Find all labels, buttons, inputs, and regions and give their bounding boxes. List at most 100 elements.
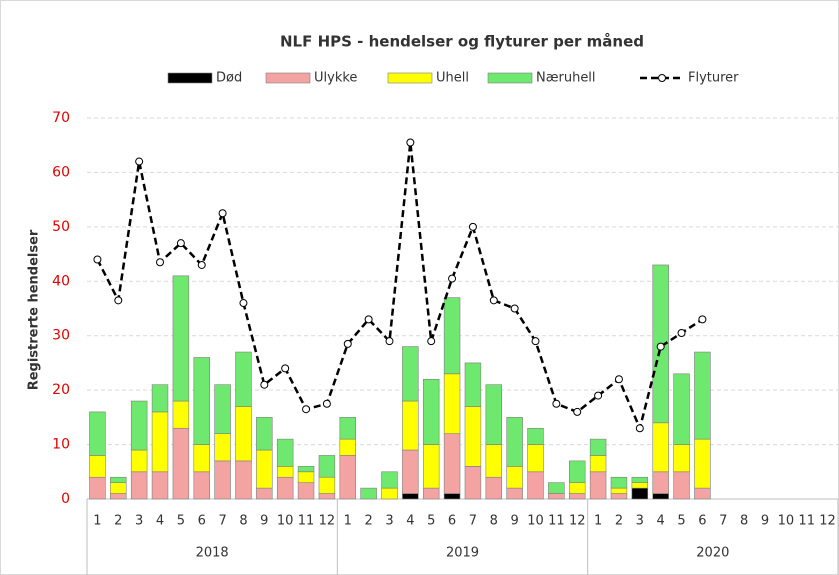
x-tick-label: 3: [385, 514, 393, 529]
bar-segment: [214, 384, 231, 434]
bar-segment: [569, 493, 586, 500]
bar-segment: [276, 466, 294, 478]
bar-segment: [318, 455, 336, 478]
bar-segment: [631, 482, 649, 489]
bar-segment: [694, 487, 711, 500]
y-tick-label: 60: [52, 164, 70, 180]
x-tick-label: 8: [490, 514, 498, 529]
bar-segment: [589, 438, 607, 456]
line-marker: [322, 399, 331, 408]
legend-marker: [658, 74, 666, 82]
x-tick-label: 12: [319, 514, 336, 529]
bar-segment: [464, 406, 482, 467]
bar-segment: [276, 476, 294, 500]
bar-segment: [694, 351, 711, 440]
x-tick-label: 6: [698, 514, 706, 529]
line-marker: [448, 274, 457, 283]
group-label: 2018: [196, 546, 229, 561]
bar-segment: [318, 476, 336, 494]
line-marker: [218, 209, 227, 218]
bar-segment: [402, 449, 419, 494]
bar-segment: [652, 471, 669, 494]
bar-segment: [89, 411, 106, 456]
bar-segment: [443, 297, 461, 375]
bar-segment: [673, 373, 690, 445]
y-tick-label: 50: [52, 219, 70, 235]
bar-segment: [130, 449, 148, 473]
bar-segment: [443, 433, 461, 494]
bar-segment: [151, 384, 169, 413]
bar-segment: [548, 482, 565, 494]
x-tick-label: 2: [615, 514, 623, 529]
bar-segment: [422, 444, 440, 489]
bar-segment: [506, 466, 523, 489]
y-tick-label: 10: [52, 437, 70, 453]
bar-segment: [151, 471, 169, 500]
x-tick-label: 12: [819, 514, 836, 529]
bar-segment: [214, 460, 231, 500]
line-marker: [260, 380, 269, 389]
bar-segment: [256, 449, 273, 489]
x-tick-label: 7: [469, 514, 477, 529]
x-tick-label: 11: [548, 514, 565, 529]
bar-segment: [485, 384, 503, 445]
bar-segment: [589, 471, 607, 500]
x-tick-label: 7: [719, 514, 727, 529]
bar-segment: [235, 406, 252, 462]
bar-segment: [402, 400, 419, 451]
x-tick-label: 4: [406, 514, 414, 529]
bar-segment: [297, 466, 315, 473]
bar-segment: [694, 438, 711, 489]
x-tick-label: 7: [218, 514, 226, 529]
legend-label: Ulykke: [314, 71, 357, 86]
x-tick-label: 5: [177, 514, 185, 529]
x-tick-label: 9: [260, 514, 268, 529]
bar-segment: [339, 417, 356, 440]
x-tick-label: 9: [511, 514, 519, 529]
x-tick-label: 1: [93, 514, 101, 529]
bar-segment: [110, 493, 127, 500]
group-label: 2019: [446, 546, 479, 561]
line-marker: [614, 375, 623, 384]
line-marker: [156, 258, 165, 267]
y-tick-label: 30: [52, 328, 70, 344]
line-marker: [135, 157, 144, 166]
x-tick-label: 4: [657, 514, 665, 529]
line-marker: [281, 364, 290, 373]
line-marker: [489, 296, 498, 305]
line-marker: [510, 304, 519, 313]
bar-segment: [381, 471, 398, 489]
x-tick-label: 10: [778, 514, 795, 529]
bar-segment: [402, 493, 419, 500]
line-marker: [197, 260, 206, 269]
legend-swatch: [487, 72, 533, 84]
x-tick-label: 1: [344, 514, 352, 529]
bar-segment: [589, 455, 607, 473]
bar-segment: [506, 487, 523, 500]
y-axis-label: Registrerte hendelser: [27, 229, 42, 390]
bar-segment: [464, 362, 482, 407]
line-marker: [531, 337, 540, 346]
legend-label: Uhell: [436, 71, 469, 86]
line-marker: [656, 342, 665, 351]
y-tick-label: 40: [52, 273, 70, 289]
bar-segment: [443, 373, 461, 434]
bar-segment: [193, 357, 210, 445]
bar-segment: [235, 351, 252, 407]
x-tick-label: 6: [198, 514, 206, 529]
x-tick-label: 1: [594, 514, 602, 529]
bar-segment: [527, 427, 544, 445]
bar-segment: [172, 400, 190, 429]
bar-segment: [256, 487, 273, 500]
bar-segment: [652, 493, 669, 500]
bar-segment: [652, 422, 669, 473]
bar-segment: [422, 378, 440, 445]
group-label: 2020: [696, 546, 729, 561]
line-marker: [468, 222, 477, 231]
bar-segment: [610, 487, 628, 494]
line-marker: [114, 296, 123, 305]
bar-segment: [631, 487, 649, 500]
bar-segment: [110, 482, 127, 494]
x-tick-label: 8: [740, 514, 748, 529]
bar-segment: [151, 411, 169, 473]
